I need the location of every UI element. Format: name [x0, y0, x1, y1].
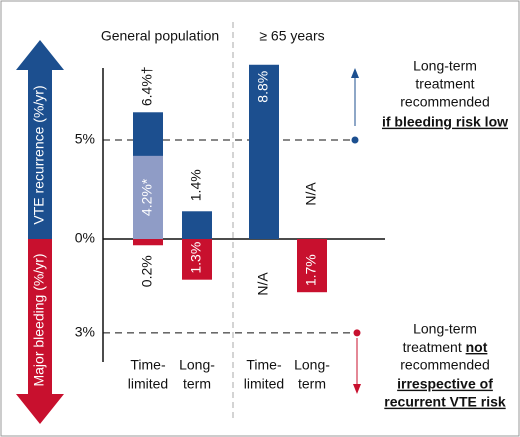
bar: [133, 239, 163, 246]
threshold-dot: [353, 329, 361, 337]
annotation: Long-term: [413, 58, 477, 74]
bar: [182, 239, 212, 280]
bar: [297, 239, 327, 293]
arrowhead: [353, 384, 361, 394]
upper-axis-label: VTE recurrence (%/yr): [31, 85, 47, 224]
value-label: 8.8%: [255, 71, 271, 103]
x-tick-label: Long-: [294, 357, 330, 373]
annotation: Long-term: [413, 321, 477, 337]
y-tick-label: 0%: [75, 230, 95, 246]
arrowhead: [351, 68, 359, 78]
annotation: treatment not: [403, 339, 488, 355]
group-label: General population: [101, 28, 219, 44]
value-label: 4.2%*: [139, 178, 155, 216]
bar: [249, 64, 279, 239]
value-label: 6.4%†: [139, 66, 155, 106]
annotation: if bleeding risk low: [382, 114, 508, 130]
x-tick-label: limited: [244, 376, 284, 392]
lower-axis-label: Major bleeding (%/yr): [31, 253, 47, 386]
value-label: N/A: [255, 272, 271, 296]
bar: [133, 155, 163, 239]
annotation: not: [466, 339, 488, 355]
x-tick-label: Long-: [179, 357, 215, 373]
annotation: recommended: [400, 357, 490, 373]
x-tick-label: limited: [128, 376, 168, 392]
up-arrow: [16, 40, 64, 239]
value-label: 0.2%: [139, 255, 155, 287]
annotation: irrespective of: [397, 376, 493, 392]
value-label: 1.3%: [188, 242, 204, 274]
value-label: N/A: [303, 182, 319, 206]
annotation: recommended: [400, 94, 490, 110]
down-arrow: [16, 239, 64, 424]
annotation: treatment: [415, 76, 474, 92]
value-label: 1.7%: [303, 254, 319, 286]
x-tick-label: term: [183, 376, 211, 392]
x-tick-label: term: [298, 376, 326, 392]
group-label: ≥ 65 years: [259, 28, 324, 44]
y-tick-label: 5%: [75, 131, 95, 147]
threshold-dot: [351, 136, 359, 144]
annotation: treatment: [403, 339, 462, 355]
annotation: recurrent VTE risk: [384, 394, 506, 410]
x-tick-label: Time-: [130, 357, 166, 373]
y-tick-label: 3%: [75, 324, 95, 340]
x-tick-label: Time-: [246, 357, 282, 373]
value-label: 1.4%: [188, 169, 204, 201]
bar: [182, 211, 212, 239]
